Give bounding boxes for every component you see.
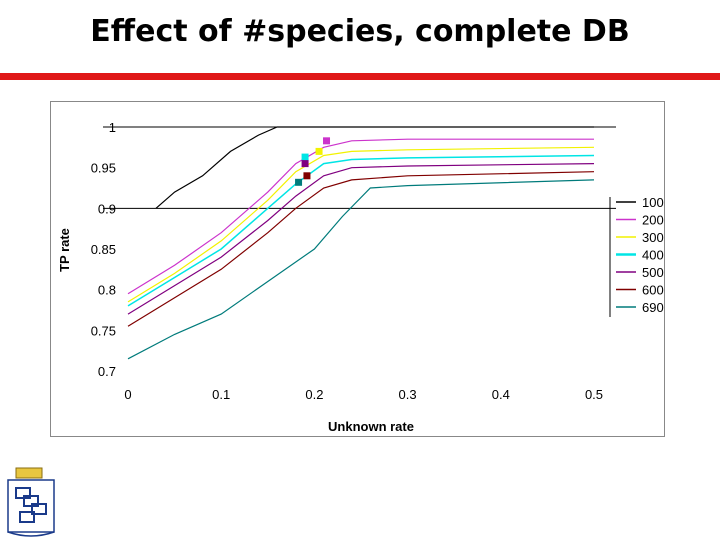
y-axis-label: TP rate: [57, 228, 72, 272]
x-tick-label: 0.4: [492, 387, 510, 402]
y-tick-label: 1: [109, 120, 116, 135]
title-rule: [0, 73, 720, 80]
legend-label: 690: [642, 300, 664, 315]
legend-label: 600: [642, 283, 664, 298]
y-tick-label: 0.95: [91, 161, 116, 176]
data-marker-500: [301, 160, 309, 168]
data-marker-600: [303, 172, 311, 180]
data-marker-200: [323, 137, 331, 145]
series-line-100: [155, 126, 594, 209]
uconn-logo: [4, 466, 56, 538]
y-tick-label: 0.85: [91, 242, 116, 257]
series-line-500: [127, 163, 595, 315]
y-tick-label: 0.7: [98, 364, 116, 379]
legend-label: 500: [642, 265, 664, 280]
legend-label: 200: [642, 213, 664, 228]
y-tick-label: 0.9: [98, 201, 116, 216]
legend-label: 400: [642, 248, 664, 263]
legend-label: 300: [642, 230, 664, 245]
y-tick-label: 0.8: [98, 283, 116, 298]
series-line-300: [127, 146, 595, 303]
x-tick-label: 0.1: [212, 387, 230, 402]
data-marker-690: [295, 178, 303, 186]
line-chart: 0.7 0.75 0.8 0.85 0.9 0.95 1 0 0.1 0.2 0.3 0.4 0.5 Un…: [57, 120, 664, 434]
data-marker-400: [301, 153, 309, 161]
x-tick-label: 0.3: [399, 387, 417, 402]
x-tick-label: 0.5: [585, 387, 603, 402]
series-line-200: [127, 138, 594, 295]
series-line-600: [127, 171, 595, 327]
series-line-690: [127, 179, 595, 360]
data-marker-300: [315, 147, 323, 155]
legend-label: 100: [642, 195, 664, 210]
chart-frame: 0.7 0.75 0.8 0.85 0.9 0.95 1 0 0.1 0.2 0.3 0.4 0.5 Un…: [50, 101, 665, 437]
y-tick-label: 0.75: [91, 323, 116, 338]
x-tick-label: 0.2: [305, 387, 323, 402]
x-axis-label: Unknown rate: [328, 419, 414, 434]
slide-title: Effect of #species, complete DB: [90, 14, 630, 49]
x-tick-label: 0: [124, 387, 131, 402]
